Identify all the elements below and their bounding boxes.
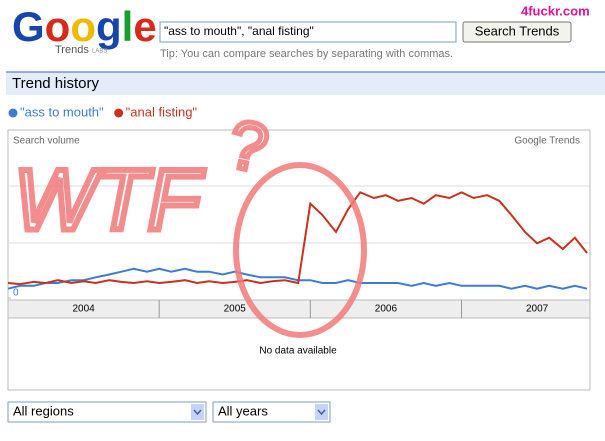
button-label: Search Trends <box>475 23 560 38</box>
legend-dot <box>114 108 124 118</box>
region-select[interactable] <box>7 401 207 423</box>
select-arrow <box>315 404 328 420</box>
logo-sub: Trends <box>55 44 89 56</box>
legend-dot <box>8 108 18 118</box>
year-label: 2006 <box>375 304 398 315</box>
chart-frame <box>7 129 591 391</box>
watermark: 4fuckr.com <box>521 3 590 18</box>
y-tick-label: 0 <box>13 288 19 299</box>
series-line <box>7 191 588 286</box>
arrow-icon <box>317 409 326 416</box>
search-input[interactable] <box>159 21 457 43</box>
search-button[interactable] <box>462 21 572 43</box>
year-band <box>7 299 591 319</box>
select-arrow <box>191 404 204 420</box>
period-value: All years <box>218 403 268 418</box>
region-value: All regions <box>13 403 74 418</box>
arrow-icon <box>193 409 202 416</box>
brand: Google Trends <box>514 136 580 147</box>
annotation-circle <box>233 162 367 338</box>
section-bar <box>6 72 605 95</box>
logo-badge: LABS <box>92 49 107 55</box>
legend-label: "ass to mouth" <box>20 104 104 119</box>
year-label: 2007 <box>526 304 549 315</box>
search-query: "ass to mouth", "anal fisting" <box>164 24 314 38</box>
year-label: 2004 <box>72 304 95 315</box>
legend-label: "anal fisting" <box>126 104 198 119</box>
period-select[interactable] <box>212 401 331 423</box>
y-label: Search volume <box>13 136 80 147</box>
annotation: WTF <box>14 153 205 249</box>
tip: Tip: You can compare searches by separat… <box>160 48 453 60</box>
year-label: 2005 <box>224 304 247 315</box>
logo: Google <box>12 3 157 50</box>
section-title: Trend history <box>12 75 99 92</box>
no-data: No data available <box>259 346 337 357</box>
